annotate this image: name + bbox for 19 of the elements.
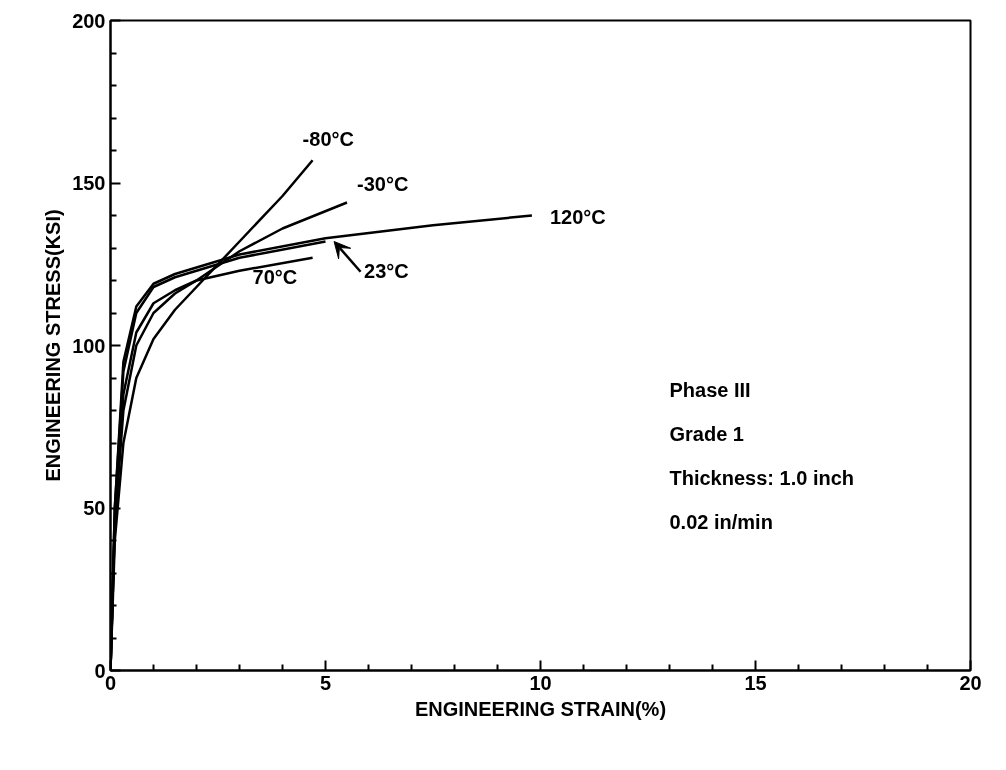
annotation: Grade 1 [669, 422, 744, 445]
annotation: -80°C [302, 128, 354, 151]
y-tick-label: 150 [72, 172, 106, 194]
y-tick-label: 200 [72, 9, 106, 32]
x-tick-label: 20 [959, 671, 982, 694]
annotation: 120°C [549, 205, 606, 228]
annotation: Phase III [669, 378, 751, 401]
y-axis-title: ENGINEERING STRESS(KSI) [42, 209, 65, 482]
x-axis-title: ENGINEERING STRAIN(%) [414, 697, 667, 720]
x-tick-label: 10 [529, 671, 552, 694]
x-tick-label: 15 [744, 671, 767, 694]
annotation: 23°C [364, 259, 409, 282]
y-tick-label: 100 [72, 334, 106, 357]
annotation: -30°C [357, 172, 409, 195]
x-tick-label: 5 [319, 671, 332, 694]
annotation: 0.02 in/min [669, 510, 773, 533]
annotation: Thickness: 1.0 inch [669, 466, 855, 489]
annotation: 70°C [252, 265, 298, 288]
y-tick-label: 50 [83, 497, 106, 519]
